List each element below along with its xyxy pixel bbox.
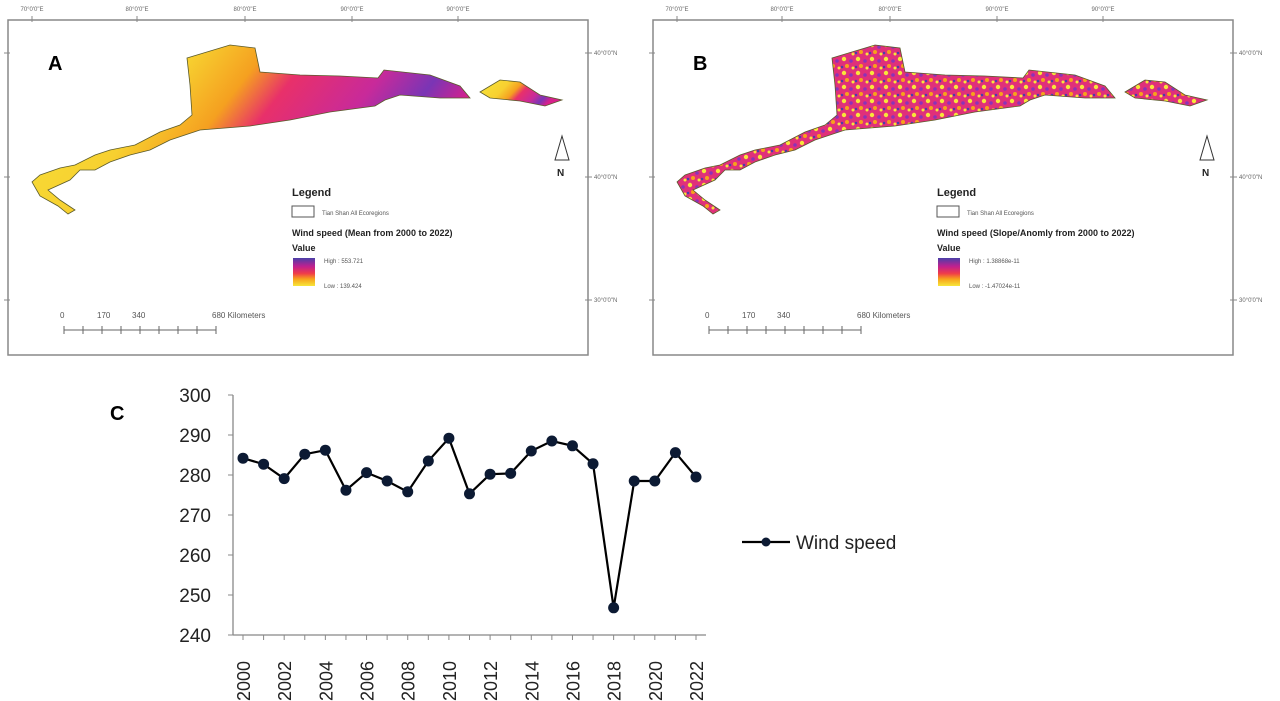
data-point-2013	[505, 467, 517, 479]
x-tick-label: 2008	[399, 661, 419, 701]
color-ramp	[293, 258, 315, 286]
y-tick-label: 270	[179, 506, 211, 527]
north-arrow-icon	[1199, 134, 1215, 161]
data-point-2021	[669, 447, 681, 459]
low-label: Low : -1.47024e-11	[969, 284, 1021, 290]
lat-label: 40°0'0"N	[1239, 51, 1262, 57]
data-point-2022	[690, 471, 702, 483]
x-tick-label: 2006	[358, 661, 378, 701]
x-tick-label: 2012	[481, 661, 501, 701]
scale-label: 340	[132, 311, 146, 320]
scale-label: 170	[97, 311, 111, 320]
map-panel-b: 70°0'0"E 80°0'0"E 80°0'0"E 90°0'0"E 90°0'0"E…	[649, 7, 1262, 356]
data-point-2007	[381, 475, 393, 487]
data-point-2008	[402, 486, 414, 498]
boundary-swatch	[936, 205, 960, 218]
x-tick-label: 2010	[440, 661, 460, 701]
x-tick-label: 2016	[563, 661, 583, 701]
series-line-wind-speed	[242, 436, 697, 608]
lat-label: 30°0'0"N	[1239, 298, 1262, 304]
data-point-2003	[299, 448, 311, 460]
panel-label: B	[693, 53, 707, 75]
map-panel-a: 70°0'0"E 80°0'0"E 80°0'0"E 90°0'0"E 90°0'0"E…	[4, 7, 617, 356]
panel-label-c: C	[110, 403, 124, 425]
layer-title: Wind speed (Slope/Anomly from 2000 to 20…	[937, 228, 1134, 238]
legend-label: Wind speed	[796, 533, 896, 554]
lon-label: 70°0'0"E	[665, 7, 688, 13]
data-point-2016	[566, 440, 578, 452]
data-point-2006	[361, 467, 373, 479]
legend-title: Legend	[937, 187, 976, 199]
lon-label: 90°0'0"E	[1091, 7, 1114, 13]
lon-label: 90°0'0"E	[340, 7, 363, 13]
scale-label: 170	[742, 311, 756, 320]
lat-label: 40°0'0"N	[1239, 175, 1262, 181]
data-point-2010	[443, 432, 455, 444]
x-tick-label: 2022	[687, 661, 707, 701]
boundary-label: Tian Shan All Ecoregions	[967, 211, 1034, 217]
data-point-2002	[278, 473, 290, 485]
high-label: High : 1.38868e-11	[969, 259, 1020, 265]
value-label: Value	[937, 243, 961, 253]
low-label: Low : 139.424	[324, 284, 362, 290]
scale-label: 680 Kilometers	[212, 311, 265, 320]
boundary-swatch	[291, 205, 315, 218]
data-point-2014	[525, 445, 537, 457]
map-frame	[7, 19, 589, 356]
lon-label: 80°0'0"E	[770, 7, 793, 13]
legend-marker	[761, 537, 771, 547]
data-point-2005	[340, 484, 352, 496]
y-tick-label: 260	[179, 546, 211, 567]
data-point-2001	[258, 458, 270, 470]
lat-label: 40°0'0"N	[594, 51, 617, 57]
x-tick-label: 2020	[646, 661, 666, 701]
lon-label: 70°0'0"E	[20, 7, 43, 13]
lon-label: 80°0'0"E	[878, 7, 901, 13]
high-label: High : 553.721	[324, 259, 364, 265]
legend-title: Legend	[292, 187, 331, 199]
lon-label: 80°0'0"E	[125, 7, 148, 13]
panel-label: A	[48, 53, 62, 75]
lon-label: 80°0'0"E	[233, 7, 256, 13]
y-tick-label: 300	[179, 386, 211, 407]
scale-label: 680 Kilometers	[857, 311, 910, 320]
data-point-2004	[319, 444, 331, 456]
data-point-2009	[422, 455, 434, 467]
y-tick-label: 240	[179, 626, 211, 647]
data-point-2000	[237, 452, 249, 464]
north-label: N	[1202, 168, 1209, 179]
lat-label: 40°0'0"N	[594, 175, 617, 181]
x-tick-label: 2000	[234, 661, 254, 701]
data-point-2020	[649, 475, 661, 487]
layer-title: Wind speed (Mean from 2000 to 2022)	[292, 228, 452, 238]
data-point-2012	[484, 468, 496, 480]
y-tick-label: 280	[179, 466, 211, 487]
data-point-2018	[608, 602, 620, 614]
boundary-label: Tian Shan All Ecoregions	[322, 211, 389, 217]
data-point-2019	[628, 475, 640, 487]
x-tick-label: 2004	[316, 661, 336, 701]
north-label: N	[557, 168, 564, 179]
scale-label: 340	[777, 311, 791, 320]
scale-label: 0	[705, 311, 710, 320]
y-tick-label: 250	[179, 586, 211, 607]
data-point-2015	[546, 435, 558, 447]
data-point-2017	[587, 458, 599, 470]
scale-label: 0	[60, 311, 65, 320]
value-label: Value	[292, 243, 316, 253]
data-point-2011	[464, 488, 475, 500]
color-ramp	[938, 258, 960, 286]
lat-label: 30°0'0"N	[594, 298, 617, 304]
y-tick-label: 290	[179, 426, 211, 447]
lon-label: 90°0'0"E	[985, 7, 1008, 13]
x-tick-label: 2018	[605, 661, 625, 701]
lon-label: 90°0'0"E	[446, 7, 469, 13]
map-frame	[652, 19, 1234, 356]
x-tick-label: 2002	[275, 661, 295, 701]
north-arrow-icon	[554, 134, 570, 161]
x-tick-label: 2014	[522, 661, 542, 701]
